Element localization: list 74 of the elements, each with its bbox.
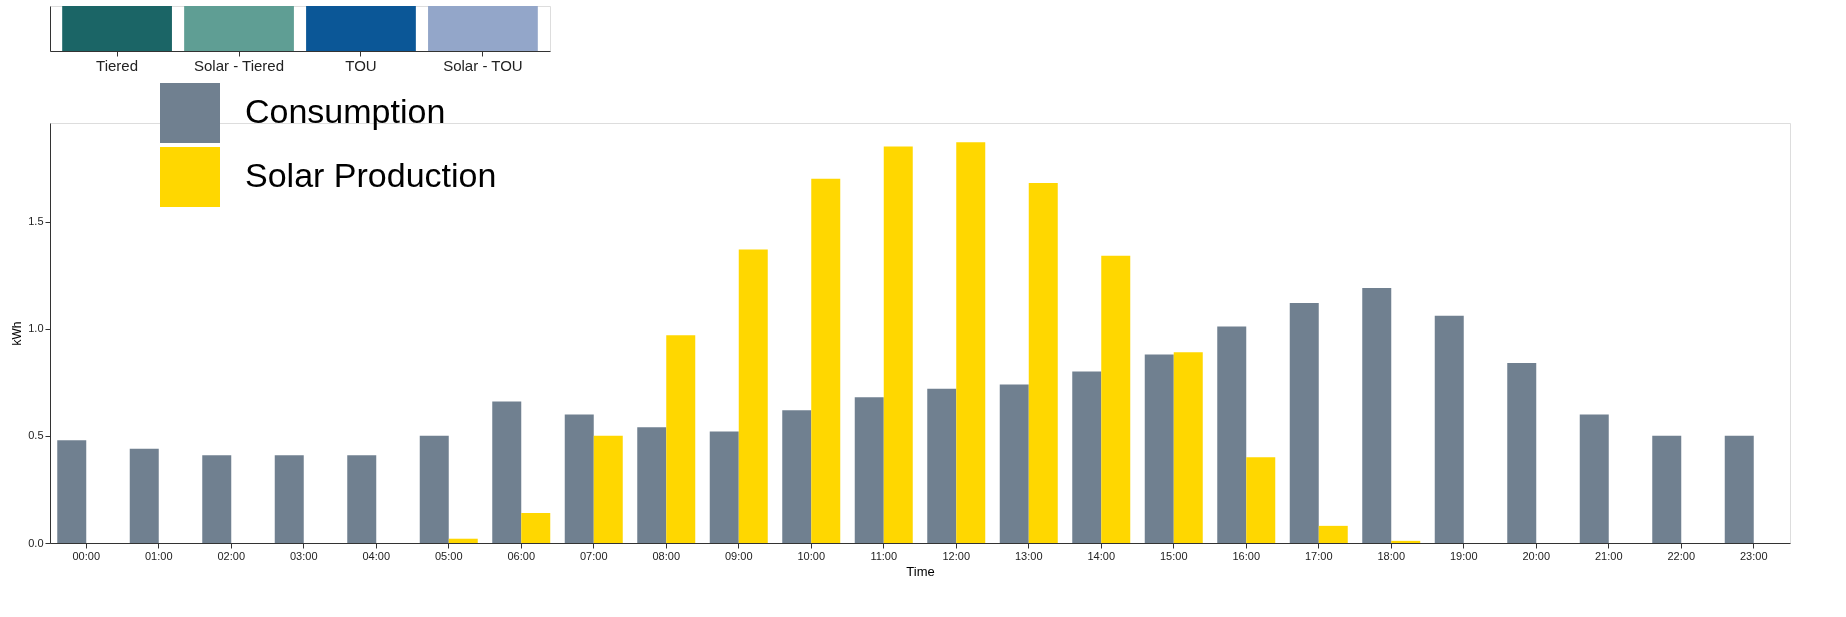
- bar: [999, 384, 1029, 543]
- bar: [1246, 457, 1276, 543]
- x-tick-label: 19:00: [1449, 549, 1478, 562]
- bar: [1652, 435, 1682, 543]
- bar: [593, 435, 623, 543]
- x-tick-label: 16:00: [1232, 549, 1261, 562]
- x-tick-label: TOU: [345, 56, 377, 74]
- bar: [57, 440, 87, 543]
- x-tick-label: Solar - Tiered: [194, 56, 285, 74]
- bar: [927, 388, 957, 543]
- bar: [738, 249, 768, 543]
- x-tick-label: 09:00: [724, 549, 753, 562]
- bar: [1144, 354, 1174, 543]
- x-tick-label: 06:00: [507, 549, 536, 562]
- y-tick-label: 0.5: [28, 429, 44, 442]
- bar: [1289, 303, 1319, 543]
- bar: [956, 142, 986, 543]
- bar: [274, 455, 304, 543]
- bar: [782, 410, 812, 543]
- bar: [1173, 352, 1203, 543]
- x-tick-label: Solar - TOU: [443, 56, 523, 74]
- bar: [1724, 435, 1754, 543]
- bar: [564, 414, 594, 543]
- x-tick-label: 20:00: [1522, 549, 1551, 562]
- x-tick-label: 13:00: [1014, 549, 1043, 562]
- x-tick-label: 18:00: [1377, 549, 1406, 562]
- bar: [419, 435, 449, 543]
- bar: [1434, 315, 1464, 543]
- bar: [1579, 414, 1609, 543]
- x-tick-label: 17:00: [1304, 549, 1333, 562]
- y-tick-label: 0.0: [28, 536, 44, 549]
- bar: [347, 455, 377, 543]
- bar: [521, 513, 551, 543]
- bar: [1391, 540, 1421, 543]
- y-tick-label: 1.5: [28, 215, 44, 228]
- x-tick-label: 11:00: [870, 549, 898, 562]
- x-tick-label: 14:00: [1087, 549, 1116, 562]
- bar: [1072, 371, 1102, 543]
- x-tick-label: 08:00: [652, 549, 681, 562]
- legend-label: Consumption: [245, 92, 446, 130]
- bar: [666, 335, 696, 543]
- y-tick-label: 1.0: [28, 322, 44, 335]
- x-tick-label: 12:00: [942, 549, 971, 562]
- x-tick-label: 02:00: [217, 549, 246, 562]
- x-tick-label: 10:00: [797, 549, 826, 562]
- x-tick-label: 00:00: [72, 549, 101, 562]
- bar: [129, 448, 159, 543]
- bar: [202, 455, 232, 543]
- bar: [1028, 183, 1058, 543]
- bar: [854, 397, 884, 543]
- x-tick-label: Tiered: [96, 56, 139, 74]
- bar: [1362, 288, 1392, 543]
- x-tick-label: 05:00: [434, 549, 463, 562]
- bar: [709, 431, 739, 543]
- bar: [811, 178, 841, 543]
- x-tick-label: 22:00: [1667, 549, 1696, 562]
- y-axis-title: kWh: [10, 321, 25, 346]
- x-tick-label: 07:00: [579, 549, 608, 562]
- bar: [1217, 326, 1247, 543]
- bar: [637, 427, 667, 543]
- bar: [1318, 525, 1348, 543]
- x-tick-label: 15:00: [1159, 549, 1188, 562]
- bar: [1507, 363, 1537, 543]
- x-tick-label: 03:00: [289, 549, 318, 562]
- x-tick-label: 23:00: [1739, 549, 1768, 562]
- x-tick-label: 21:00: [1594, 549, 1623, 562]
- bar: [492, 401, 522, 543]
- x-tick-label: 04:00: [362, 549, 391, 562]
- legend-label: Solar Production: [245, 156, 497, 194]
- bar: [448, 538, 478, 543]
- x-tick-label: 01:00: [144, 549, 173, 562]
- x-axis-title: Time: [906, 563, 935, 579]
- bar: [883, 146, 913, 543]
- bar: [1101, 255, 1131, 543]
